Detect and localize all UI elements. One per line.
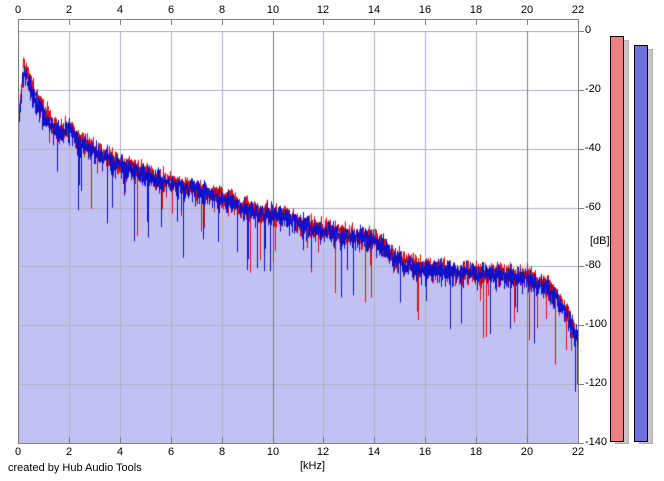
spectrum-plot-area[interactable] <box>18 31 578 443</box>
x-tick-label: 10 <box>266 446 280 458</box>
x-tick-label: 2 <box>65 446 73 458</box>
x-tick-label: 14 <box>367 446 381 458</box>
y-tick <box>579 384 584 385</box>
x-tick <box>18 437 19 443</box>
y-tick-label: 0 <box>585 24 592 36</box>
x-tick-label: 16 <box>418 446 432 458</box>
x-tick <box>273 437 274 443</box>
x-tick <box>120 437 121 443</box>
x-tick <box>578 19 579 25</box>
meter-right-bar[interactable] <box>634 44 648 442</box>
y-tick-label: -120 <box>585 377 608 389</box>
x-tick <box>69 19 70 25</box>
x-tick-label: 16 <box>418 4 432 16</box>
top-axis-line <box>18 19 579 20</box>
x-axis-unit-label: [kHz] <box>300 460 326 472</box>
y-tick-label: -20 <box>585 83 601 95</box>
x-tick <box>425 437 426 443</box>
left-axis-line <box>18 19 19 444</box>
x-tick <box>476 437 477 443</box>
y-tick <box>579 443 584 444</box>
x-tick <box>171 19 172 25</box>
x-tick-label: 22 <box>571 4 585 16</box>
x-tick <box>120 19 121 25</box>
x-tick-label: 4 <box>116 4 124 16</box>
y-tick-label: -40 <box>585 142 601 154</box>
x-tick-label: 10 <box>266 4 280 16</box>
x-tick <box>425 19 426 25</box>
x-tick-label: 12 <box>316 4 330 16</box>
x-tick <box>222 437 223 443</box>
credit-text: created by Hub Audio Tools <box>8 462 142 474</box>
x-tick-label: 6 <box>167 4 175 16</box>
right-axis-line <box>578 19 579 444</box>
bottom-axis-line <box>18 443 579 444</box>
x-tick-label: 22 <box>571 446 585 458</box>
y-tick-label: -140 <box>585 436 608 448</box>
y-tick <box>579 31 584 32</box>
spectrum-canvas[interactable] <box>18 31 578 443</box>
y-tick-label: -80 <box>585 259 601 271</box>
x-tick <box>527 19 528 25</box>
x-tick <box>527 437 528 443</box>
x-tick-label: 4 <box>116 446 124 458</box>
x-tick-label: 18 <box>469 4 483 16</box>
y-tick <box>579 266 584 267</box>
x-tick-label: 6 <box>167 446 175 458</box>
x-tick-label: 8 <box>218 446 226 458</box>
x-tick <box>273 19 274 25</box>
x-tick-label: 12 <box>316 446 330 458</box>
level-meters <box>608 28 658 448</box>
x-tick-label: 18 <box>469 446 483 458</box>
y-tick <box>579 90 584 91</box>
x-tick <box>323 19 324 25</box>
meter-left-bar[interactable] <box>610 35 624 442</box>
y-tick-label: -60 <box>585 201 601 213</box>
x-tick <box>171 437 172 443</box>
y-tick <box>579 208 584 209</box>
x-tick-label: 14 <box>367 4 381 16</box>
y-tick <box>579 325 584 326</box>
x-tick <box>69 437 70 443</box>
y-tick <box>579 149 584 150</box>
x-tick <box>578 437 579 443</box>
x-tick <box>374 437 375 443</box>
y-tick-label: -100 <box>585 318 608 330</box>
x-tick <box>374 19 375 25</box>
x-tick-label: 0 <box>14 446 22 458</box>
x-tick <box>222 19 223 25</box>
x-tick-label: 20 <box>520 4 534 16</box>
x-tick-label: 8 <box>218 4 226 16</box>
x-tick <box>323 437 324 443</box>
x-tick <box>18 19 19 25</box>
x-tick-label: 0 <box>14 4 22 16</box>
x-tick-label: 2 <box>65 4 73 16</box>
x-tick <box>476 19 477 25</box>
x-tick-label: 20 <box>520 446 534 458</box>
y-axis-unit-label: [dB] <box>590 235 610 247</box>
